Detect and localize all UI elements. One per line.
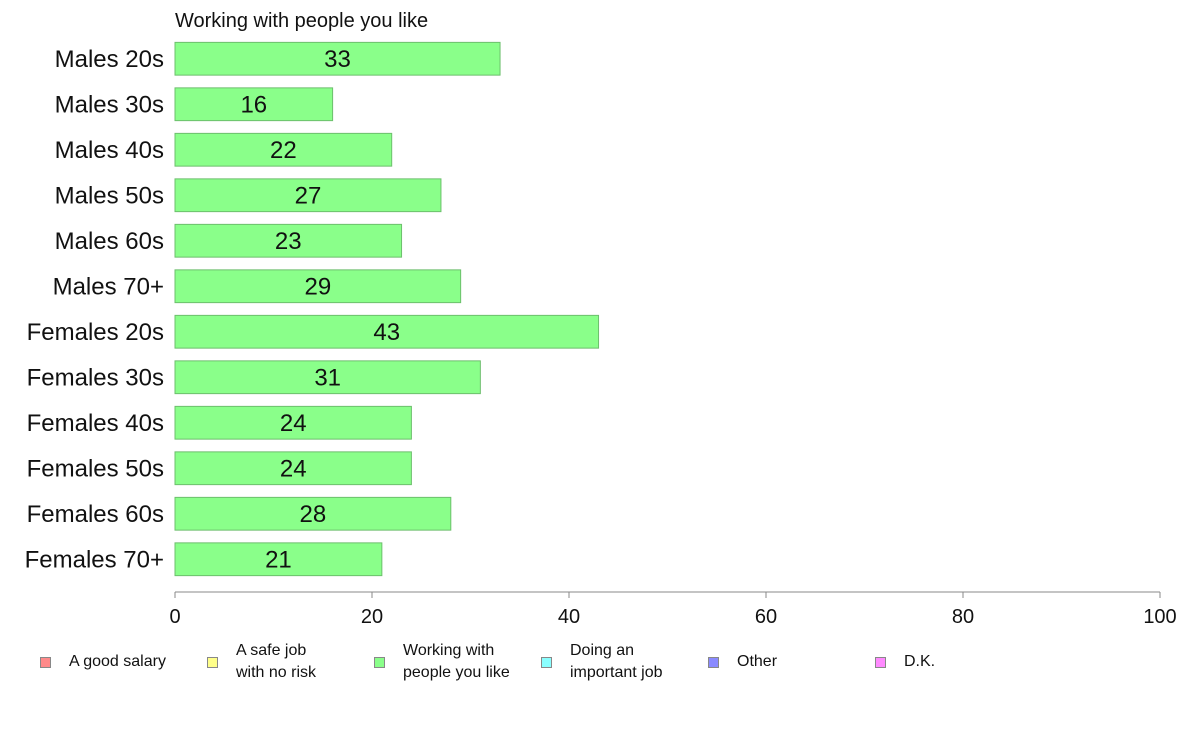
- category-label: Males 20s: [55, 46, 164, 73]
- legend-item: A good salary: [40, 651, 166, 673]
- legend-label: D.K.: [904, 653, 936, 670]
- data-label: 43: [373, 319, 400, 346]
- x-tick-label: 100: [1143, 606, 1176, 628]
- legend-item: Doing an important job: [541, 640, 663, 684]
- legend-item: D.K.: [875, 651, 935, 673]
- x-tick-label: 20: [361, 606, 383, 628]
- x-tick-label: 60: [755, 606, 777, 628]
- category-label: Females 60s: [27, 501, 164, 528]
- bar: [174, 178, 442, 213]
- data-label: 31: [314, 364, 341, 391]
- category-label: Females 70+: [25, 546, 164, 573]
- category-label: Females 20s: [27, 319, 164, 346]
- legend-label: A safe job with no risk: [236, 642, 317, 681]
- category-label: Males 70+: [53, 273, 164, 300]
- bar: [174, 451, 412, 486]
- legend-label: Working with people you like: [403, 642, 510, 681]
- category-label: Males 30s: [55, 91, 164, 118]
- category-label: Males 40s: [55, 137, 164, 164]
- data-label: 29: [304, 273, 331, 300]
- legend-swatch: [40, 656, 51, 668]
- x-tick-label: 40: [558, 606, 580, 628]
- category-label: Males 60s: [55, 228, 164, 255]
- bar: [174, 87, 334, 122]
- x-axis: 0 20 40 60 80 100: [169, 591, 1177, 628]
- data-label: 24: [280, 455, 307, 482]
- data-label: 28: [300, 501, 327, 528]
- legend-item: A safe job with no risk: [207, 640, 316, 684]
- bar: [174, 269, 462, 304]
- data-label: 22: [270, 137, 297, 164]
- chart-title: Working with people you like: [175, 10, 428, 32]
- data-label: 27: [295, 182, 322, 209]
- legend-swatch: [541, 656, 552, 668]
- legend-label: Doing an important job: [570, 642, 663, 681]
- bar: [174, 360, 481, 395]
- x-tick-label: 80: [952, 606, 974, 628]
- legend-label: Other: [737, 653, 778, 670]
- bar-chart: Working with people you like Males 20s 33…: [25, 10, 1177, 628]
- bar: [174, 223, 403, 258]
- legend-item: Working with people you like: [374, 640, 510, 684]
- legend: A good salary A safe job with no risk Work…: [0, 640, 1188, 690]
- category-label: Females 40s: [27, 410, 164, 437]
- legend-swatch: [875, 656, 886, 668]
- category-label: Females 50s: [27, 455, 164, 482]
- data-label: 16: [240, 91, 267, 118]
- legend-swatch: [374, 656, 385, 668]
- x-tick-label: 0: [169, 606, 180, 628]
- data-label: 33: [324, 46, 351, 73]
- legend-swatch: [708, 656, 719, 668]
- bar: [174, 132, 393, 167]
- bar: [174, 405, 412, 440]
- data-label: 23: [275, 228, 302, 255]
- category-label: Males 50s: [55, 182, 164, 209]
- category-label: Females 30s: [27, 364, 164, 391]
- data-label: 24: [280, 410, 307, 437]
- legend-item: Other: [708, 651, 777, 673]
- bar: [174, 41, 501, 76]
- bar: [174, 496, 452, 531]
- bar: [174, 542, 383, 577]
- legend-swatch: [207, 656, 218, 668]
- data-label: 21: [265, 546, 292, 573]
- bars-layer: Males 20s 33 Males 30s 16 Males 40s 22 Males 5…: [25, 41, 600, 577]
- bar: [174, 314, 600, 349]
- legend-label: A good salary: [69, 653, 166, 670]
